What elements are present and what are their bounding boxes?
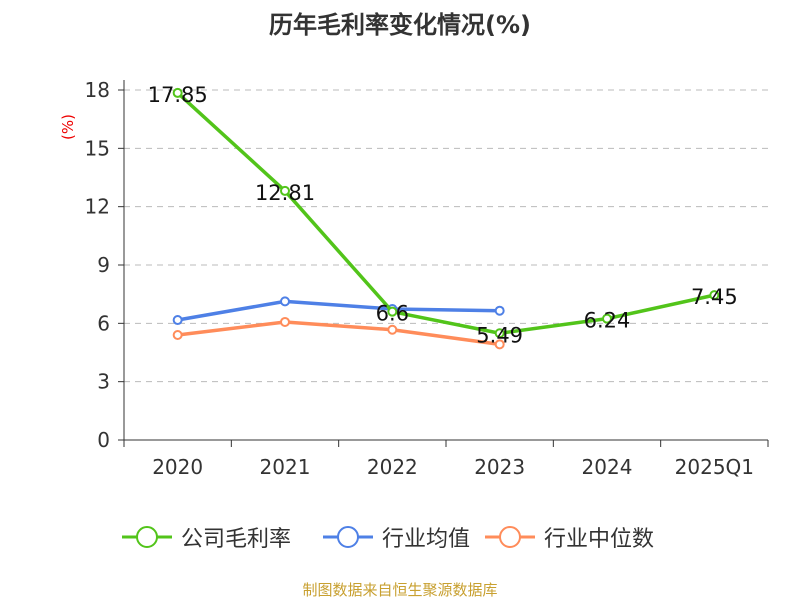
y-axis-label: (%) [59,114,77,140]
x-tick-label: 2020 [152,455,203,479]
data-point [602,313,612,324]
data-label: 7.45 [691,285,738,309]
data-point [494,328,505,339]
data-label: 5.49 [476,323,523,347]
y-tick-label: 12 [85,195,110,219]
series-line-2 [177,320,500,347]
y-tick-label: 15 [85,136,110,160]
data-point [494,305,505,316]
data-label: 12.81 [255,181,315,205]
series-line-1 [177,299,500,322]
legend-marker [136,526,158,548]
y-tick-label: 6 [97,311,110,335]
data-label: 6.6 [376,302,409,326]
y-tick-label: 9 [97,253,110,277]
legend-label: 行业中位数 [544,527,654,552]
legend-label: 行业均值 [382,527,470,552]
data-point [280,296,290,307]
data-point [709,290,720,301]
legend-marker [499,526,521,548]
data-point [280,316,290,327]
y-tick-label: 18 [85,78,110,102]
data-point [387,324,398,335]
y-tick-label: 3 [97,370,110,394]
x-tick-label: 2021 [260,455,311,479]
chart-title: 历年毛利率变化情况(%) [269,11,531,39]
data-label: 17.85 [148,83,208,107]
x-tick-label: 2025Q1 [675,455,754,479]
y-tick-label: 0 [97,428,110,452]
footer-source: 制图数据来自恒生聚源数据库 [302,581,497,599]
data-point [172,330,183,340]
series-line-0 [176,91,715,335]
data-point [172,315,183,326]
data-label: 6.24 [584,309,631,333]
data-point [280,185,290,196]
data-point [387,306,398,317]
data-point [172,87,183,98]
legend-marker [337,526,359,548]
legend-label: 公司毛利率 [181,527,291,552]
data-point [494,339,505,350]
x-tick-label: 2024 [582,455,633,479]
x-tick-label: 2023 [474,455,525,479]
x-tick-label: 2022 [367,455,418,479]
